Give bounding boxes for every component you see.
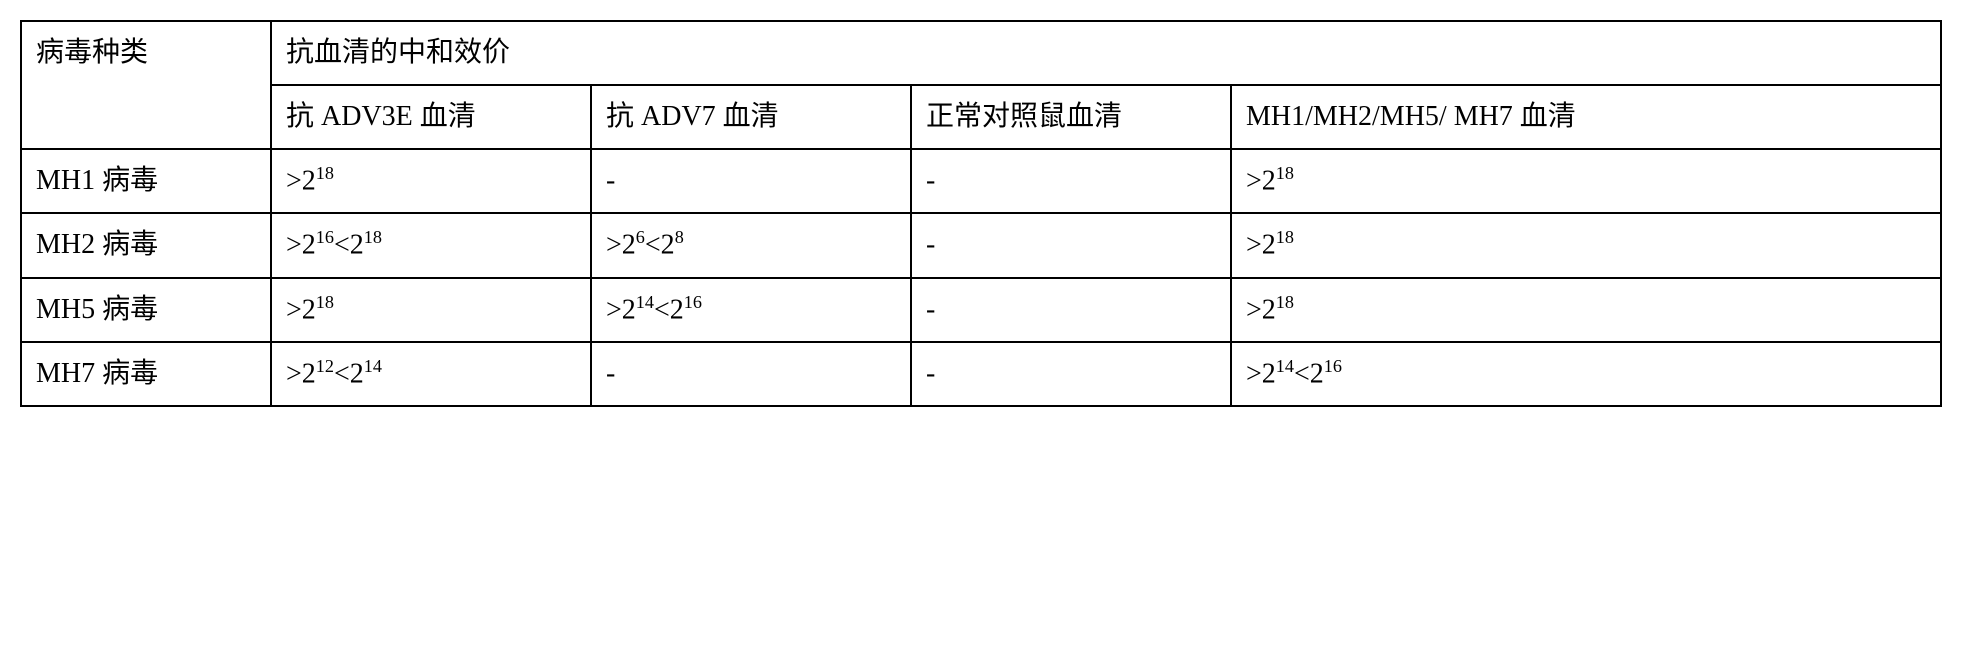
cell-mh: >218 [1231,149,1941,213]
cell-adv7: >26<28 [591,213,911,277]
cell-control: - [911,342,1231,406]
cell-control: - [911,213,1231,277]
cell-mh: >218 [1231,213,1941,277]
header-adv3e: 抗 ADV3E 血清 [271,85,591,149]
header-row-2: 抗 ADV3E 血清 抗 ADV7 血清 正常对照鼠血清 MH1/MH2/MH5… [21,85,1941,149]
cell-adv3e: >212<214 [271,342,591,406]
header-virus-type: 病毒种类 [21,21,271,149]
table-row: MH5 病毒>218>214<216->218 [21,278,1941,342]
cell-virus: MH7 病毒 [21,342,271,406]
table-row: MH1 病毒>218-->218 [21,149,1941,213]
header-mh: MH1/MH2/MH5/ MH7 血清 [1231,85,1941,149]
neutralization-titer-table: 病毒种类 抗血清的中和效价 抗 ADV3E 血清 抗 ADV7 血清 正常对照鼠… [20,20,1942,407]
cell-virus: MH2 病毒 [21,213,271,277]
cell-virus: MH1 病毒 [21,149,271,213]
cell-virus: MH5 病毒 [21,278,271,342]
cell-adv3e: >218 [271,149,591,213]
header-row-1: 病毒种类 抗血清的中和效价 [21,21,1941,85]
cell-adv3e: >216<218 [271,213,591,277]
cell-mh: >214<216 [1231,342,1941,406]
table-row: MH2 病毒>216<218>26<28->218 [21,213,1941,277]
cell-adv3e: >218 [271,278,591,342]
cell-control: - [911,278,1231,342]
table-row: MH7 病毒>212<214-->214<216 [21,342,1941,406]
header-adv7: 抗 ADV7 血清 [591,85,911,149]
cell-adv7: - [591,342,911,406]
cell-control: - [911,149,1231,213]
cell-adv7: - [591,149,911,213]
cell-mh: >218 [1231,278,1941,342]
header-control: 正常对照鼠血清 [911,85,1231,149]
cell-adv7: >214<216 [591,278,911,342]
header-antiserum-titer: 抗血清的中和效价 [271,21,1941,85]
